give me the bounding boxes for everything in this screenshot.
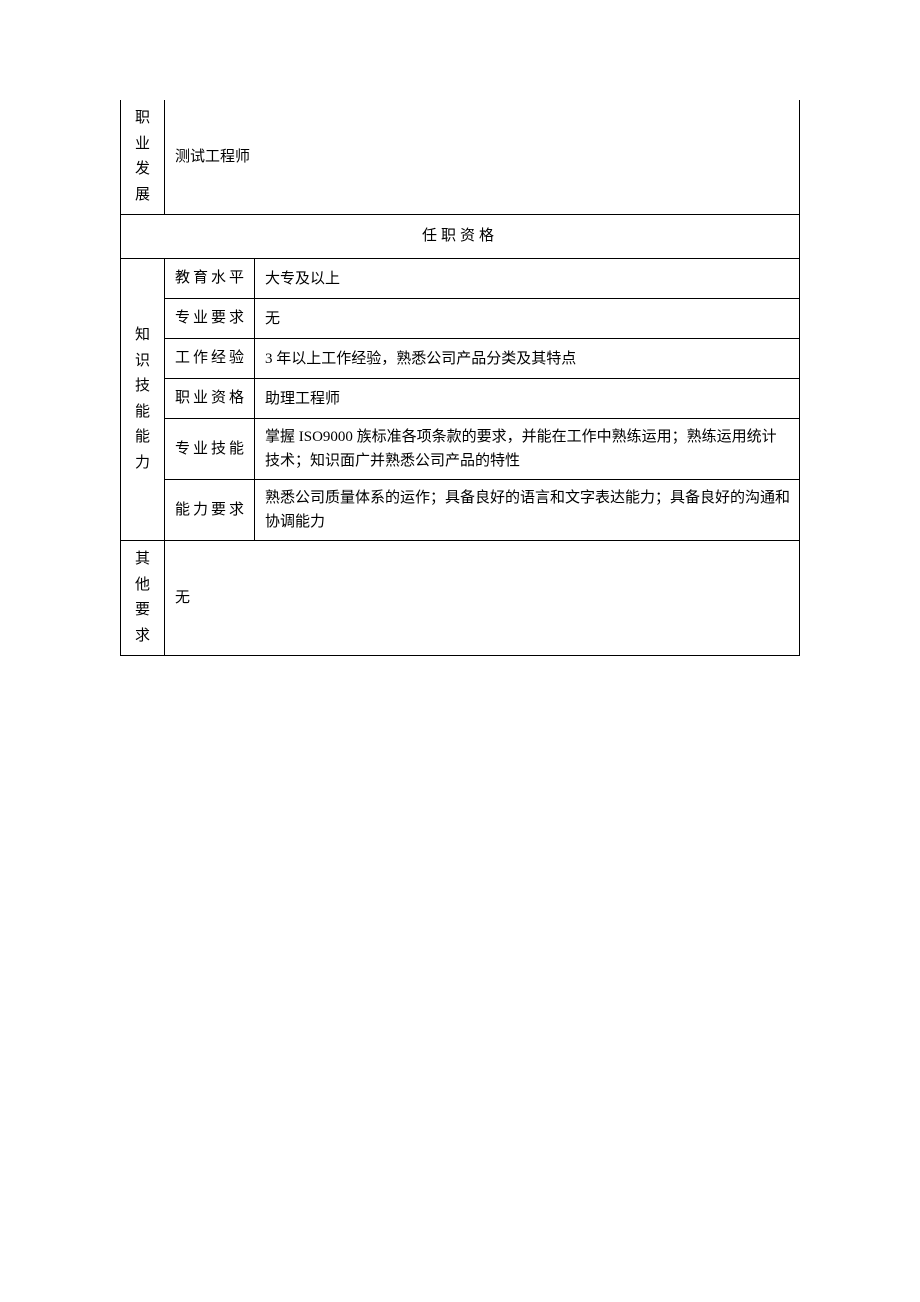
other-req-label: 其 他 要 求 [121, 541, 165, 656]
label-char: 技 [129, 374, 156, 400]
label-char: 力 [129, 451, 156, 477]
label-char: 发 [129, 157, 156, 183]
label-char: 业 [129, 132, 156, 158]
label-char: 展 [129, 183, 156, 209]
knowledge-skills-label: 知 识 技 能 能 力 [121, 259, 165, 541]
label-char: 其 [129, 547, 156, 573]
qualification-table: 职 业 发 展 测试工程师 任职资格 知 识 技 能 能 力 教育水平 大专及以… [120, 100, 800, 656]
other-req-value: 无 [165, 541, 800, 656]
career-dev-value: 测试工程师 [165, 100, 800, 215]
section-header-row: 任职资格 [121, 215, 800, 259]
label-char: 能 [129, 400, 156, 426]
qualification-label: 职业资格 [165, 379, 255, 419]
label-char: 识 [129, 349, 156, 375]
major-value: 无 [255, 299, 800, 339]
pro-skills-value: 掌握 ISO9000 族标准各项条款的要求，并能在工作中熟练运用；熟练运用统计技… [255, 419, 800, 480]
other-req-row: 其 他 要 求 无 [121, 541, 800, 656]
career-dev-label: 职 业 发 展 [121, 100, 165, 215]
pro-skills-label: 专业技能 [165, 419, 255, 480]
label-char: 他 [129, 573, 156, 599]
experience-label: 工作经验 [165, 339, 255, 379]
table-row: 专业技能 掌握 ISO9000 族标准各项条款的要求，并能在工作中熟练运用；熟练… [121, 419, 800, 480]
table-row: 能力要求 熟悉公司质量体系的运作；具备良好的语言和文字表达能力；具备良好的沟通和… [121, 480, 800, 541]
table-row: 知 识 技 能 能 力 教育水平 大专及以上 [121, 259, 800, 299]
label-char: 求 [129, 624, 156, 650]
table-row: 专业要求 无 [121, 299, 800, 339]
ability-value: 熟悉公司质量体系的运作；具备良好的语言和文字表达能力；具备良好的沟通和协调能力 [255, 480, 800, 541]
major-label: 专业要求 [165, 299, 255, 339]
career-development-row: 职 业 发 展 测试工程师 [121, 100, 800, 215]
education-value: 大专及以上 [255, 259, 800, 299]
education-label: 教育水平 [165, 259, 255, 299]
ability-label: 能力要求 [165, 480, 255, 541]
label-char: 职 [129, 106, 156, 132]
label-char: 知 [129, 323, 156, 349]
label-char: 要 [129, 598, 156, 624]
label-char: 能 [129, 425, 156, 451]
section-header: 任职资格 [121, 215, 800, 259]
table-row: 工作经验 3 年以上工作经验，熟悉公司产品分类及其特点 [121, 339, 800, 379]
experience-value: 3 年以上工作经验，熟悉公司产品分类及其特点 [255, 339, 800, 379]
table-row: 职业资格 助理工程师 [121, 379, 800, 419]
qualification-value: 助理工程师 [255, 379, 800, 419]
